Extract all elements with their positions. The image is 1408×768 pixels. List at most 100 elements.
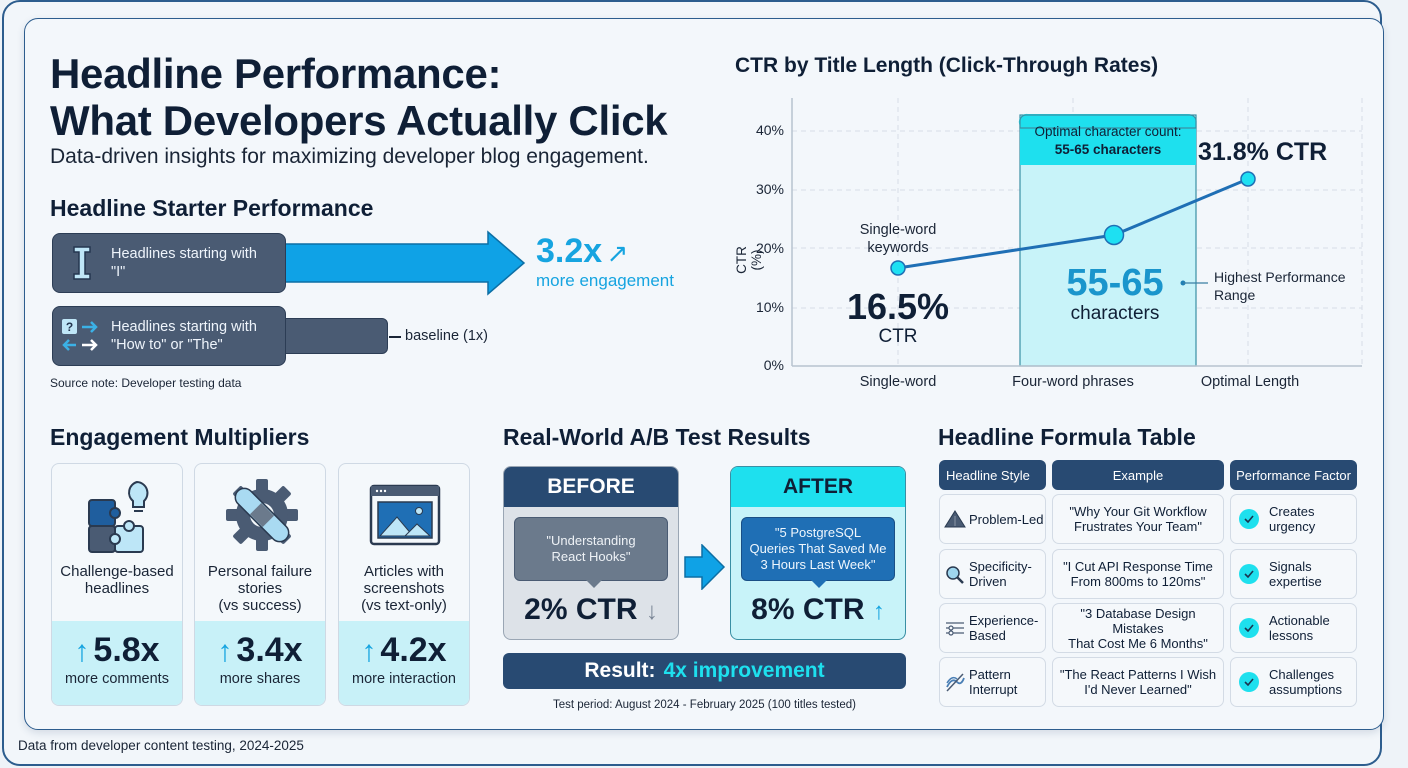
factor-text: Creates urgency bbox=[1269, 504, 1315, 534]
table-cell-example: "The React Patterns I Wish I'd Never Lear… bbox=[1052, 657, 1224, 707]
style-line: Pattern bbox=[969, 667, 1011, 682]
bandaged-gear-icon bbox=[226, 479, 298, 551]
line-chart bbox=[791, 98, 1363, 367]
pattern-break-icon bbox=[946, 673, 965, 692]
multiplier-label: Personal failure stories (vs success) bbox=[195, 563, 325, 614]
style-text: Pattern Interrupt bbox=[969, 667, 1017, 697]
multiplier-value-wrap: ↑ 3.4x bbox=[195, 631, 325, 670]
starter-section-title: Headline Starter Performance bbox=[50, 195, 374, 221]
band-big-sub: characters bbox=[1070, 303, 1160, 324]
factor-text: Signals expertise bbox=[1269, 559, 1322, 589]
footer-note: Data from developer content testing, 202… bbox=[18, 738, 304, 753]
x-tick: Single-word bbox=[859, 374, 937, 390]
multiplier-card-screenshots: Articles with screenshots (vs text-only)… bbox=[338, 463, 470, 706]
page-title: Headline Performance: What Developers Ac… bbox=[50, 50, 668, 144]
style-line: Experience- bbox=[969, 613, 1039, 628]
style-text: Experience- Based bbox=[969, 613, 1038, 643]
multipliers-title: Engagement Multipliers bbox=[50, 424, 310, 450]
multiplier-sub: more interaction bbox=[352, 671, 456, 687]
check-icon bbox=[1239, 564, 1259, 584]
after-ctr-wrap: 8% CTR ↑ bbox=[731, 593, 905, 627]
label-line: Personal failure bbox=[207, 563, 313, 580]
table-title: Headline Formula Table bbox=[938, 424, 1196, 450]
y-tick: 30% bbox=[755, 181, 784, 197]
bubble-tail bbox=[586, 580, 602, 588]
multiplier-value: 5.8x bbox=[93, 631, 160, 669]
multiplier-label: Articles with screenshots (vs text-only) bbox=[339, 563, 469, 614]
label-line: (vs text-only) bbox=[361, 597, 447, 614]
example-text: "3 Database Design Mistakes That Cost Me … bbox=[1053, 606, 1223, 651]
table-cell-factor: Signals expertise bbox=[1230, 549, 1357, 599]
table-header-factor: Performance Factor bbox=[1230, 460, 1357, 490]
warning-triangle-icon bbox=[944, 510, 966, 528]
point3-value: 31.8% CTR bbox=[1198, 138, 1328, 166]
label-line: screenshots bbox=[363, 580, 445, 597]
abtest-title: Real-World A/B Test Results bbox=[503, 424, 811, 450]
style-line: Driven bbox=[969, 574, 1007, 589]
after-card: AFTER "5 PostgreSQL Queries That Saved M… bbox=[730, 466, 906, 640]
screenshot-window-icon bbox=[369, 484, 441, 546]
table-cell-style: Experience- Based bbox=[939, 603, 1046, 653]
check-icon bbox=[1239, 672, 1259, 692]
multiplier-value-wrap: ↑ 4.2x bbox=[339, 631, 469, 670]
multiplier-sub: more comments bbox=[65, 671, 169, 687]
title-line-2: What Developers Actually Click bbox=[50, 97, 668, 144]
label-line: headlines bbox=[84, 580, 150, 597]
headline-line: Queries That Saved Me bbox=[749, 541, 887, 556]
result-banner: Result: 4x improvement bbox=[503, 653, 906, 689]
headline-line: "5 PostgreSQL bbox=[774, 525, 862, 540]
style-text: Specificity- Driven bbox=[969, 559, 1032, 589]
before-ctr-wrap: 2% CTR ↓ bbox=[504, 593, 678, 627]
example-text: "I Cut API Response Time From 800ms to 12… bbox=[1063, 559, 1213, 589]
result-value: 4x improvement bbox=[663, 659, 825, 682]
label-line: (vs success) bbox=[218, 597, 302, 614]
table-cell-factor: Creates urgency bbox=[1230, 494, 1357, 544]
multiplier-card-failure: Personal failure stories (vs success) ↑ 3… bbox=[194, 463, 326, 706]
multiplier-value-wrap: ↑ 5.8x bbox=[52, 631, 182, 670]
label-line: stories bbox=[237, 580, 283, 597]
arrow-down-icon: ↓ bbox=[645, 598, 658, 625]
starter-row-label: Headlines starting with "How to" or "The… bbox=[111, 318, 257, 354]
style-line: Interrupt bbox=[969, 682, 1018, 697]
multiplier-stat: ↑ 5.8x more comments bbox=[52, 621, 182, 705]
table-cell-example: "I Cut API Response Time From 800ms to 12… bbox=[1052, 549, 1224, 599]
callout-line: Highest Performance bbox=[1214, 269, 1346, 285]
test-period: Test period: August 2024 - February 2025… bbox=[552, 699, 856, 711]
after-label: AFTER bbox=[731, 467, 905, 507]
annotation-line: keywords bbox=[867, 240, 929, 256]
before-label: BEFORE bbox=[504, 467, 678, 507]
band-header-line: Optimal character count: bbox=[1034, 124, 1182, 139]
factor-line: assumptions bbox=[1269, 682, 1342, 697]
factor-line: Signals bbox=[1269, 559, 1312, 574]
x-tick: Four-word phrases bbox=[1012, 374, 1134, 390]
arrow-up-icon: ↑ bbox=[872, 598, 885, 625]
table-header-example: Example bbox=[1052, 460, 1224, 490]
text-cursor-icon bbox=[53, 244, 111, 282]
before-after-arrow-icon bbox=[684, 544, 726, 590]
result-multiplier: 3.2x bbox=[536, 232, 603, 270]
example-line: "I Cut API Response Time bbox=[1063, 559, 1213, 574]
table-cell-example: "3 Database Design Mistakes That Cost Me … bbox=[1052, 603, 1224, 653]
before-headline: "Understanding React Hooks" bbox=[514, 517, 668, 581]
y-tick: 20% bbox=[755, 240, 784, 256]
point1-sub: CTR bbox=[878, 326, 918, 347]
style-line: Based bbox=[969, 628, 1006, 643]
band-header: Optimal character count: 55-65 character… bbox=[1020, 123, 1196, 159]
style-text: Problem-Led bbox=[969, 512, 1043, 527]
factor-line: Actionable bbox=[1269, 613, 1330, 628]
arrow-up-icon: ↑ bbox=[74, 635, 90, 668]
baseline-label: baseline (1x) bbox=[405, 328, 489, 344]
svg-text:?: ? bbox=[66, 320, 73, 334]
multiplier-value: 3.4x bbox=[236, 631, 303, 669]
callout-label: Highest Performance Range bbox=[1214, 268, 1346, 304]
check-icon bbox=[1239, 509, 1259, 529]
after-headline: "5 PostgreSQL Queries That Saved Me 3 Ho… bbox=[741, 517, 895, 581]
magnifier-icon bbox=[946, 566, 964, 584]
style-line: Specificity- bbox=[969, 559, 1032, 574]
headline-line: 3 Hours Last Week" bbox=[760, 557, 876, 572]
table-cell-example: "Why Your Git Workflow Frustrates Your Te… bbox=[1052, 494, 1224, 544]
point1-label: Single-word keywords bbox=[838, 221, 958, 257]
arrow-up-icon: ↑ bbox=[361, 635, 377, 668]
multiplier-label: Challenge-based headlines bbox=[52, 563, 182, 597]
check-icon bbox=[1239, 618, 1259, 638]
